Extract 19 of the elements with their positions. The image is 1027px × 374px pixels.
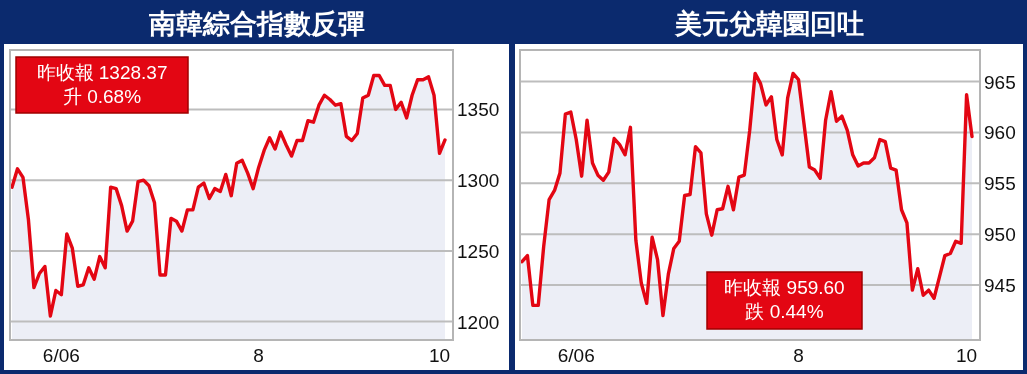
y-tick-label: 1200 [457, 311, 500, 333]
y-tick-label: 950 [984, 224, 1016, 246]
y-tick-label: 1250 [457, 240, 500, 262]
y-tick-label: 965 [984, 71, 1016, 93]
x-tick-label: 10 [428, 345, 451, 366]
y-tick-label: 960 [984, 122, 1016, 144]
x-tick-label: 6/06 [557, 345, 595, 366]
annotation: 昨收報 959.60 跌 0.44% [724, 277, 845, 322]
annotation: 昨收報 1328.37 升 0.68% [36, 62, 168, 107]
x-tick-label: 8 [253, 345, 264, 366]
y-tick-label: 955 [984, 173, 1016, 195]
chart-title: 美元兌韓圜回吐 [673, 9, 864, 39]
chart-title: 南韓綜合指數反彈 [147, 9, 365, 39]
x-tick-label: 8 [793, 345, 804, 366]
y-tick-label: 1300 [457, 170, 500, 192]
x-tick-label: 10 [956, 345, 978, 366]
y-tick-label: 1350 [457, 99, 500, 121]
y-tick-label: 945 [984, 275, 1016, 297]
x-tick-label: 6/06 [42, 345, 80, 366]
